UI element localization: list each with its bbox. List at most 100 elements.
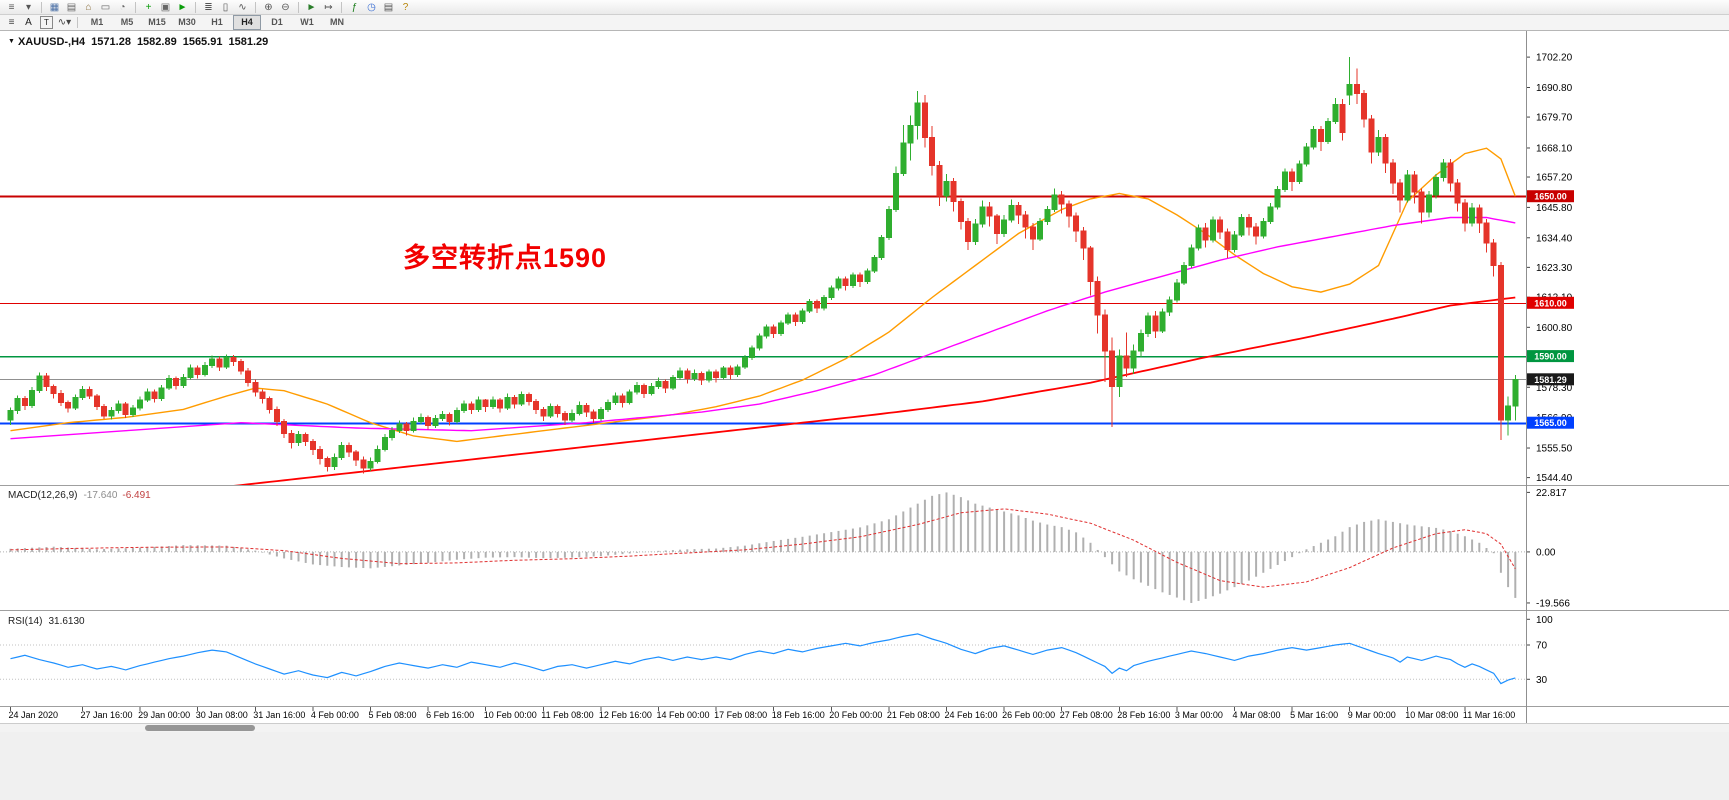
svg-text:1645.80: 1645.80 bbox=[1536, 203, 1573, 214]
toolbar-separator bbox=[195, 1, 196, 13]
time-axis-label: 27 Feb 08:00 bbox=[1059, 710, 1113, 720]
time-axis-label: 28 Feb 16:00 bbox=[1117, 710, 1171, 720]
market-watch-icon[interactable]: ▦ bbox=[49, 1, 60, 13]
charts-toolbar-icon[interactable]: ≡ bbox=[8, 17, 15, 28]
svg-text:1679.70: 1679.70 bbox=[1536, 113, 1573, 124]
time-axis-label: 26 Feb 00:00 bbox=[1002, 710, 1056, 720]
chart-shift-icon[interactable]: ↦ bbox=[324, 1, 333, 13]
rsi-panel[interactable] bbox=[0, 612, 1526, 706]
strategy-tester-icon[interactable]: ◔ bbox=[119, 1, 126, 13]
indicators-icon[interactable]: ƒ bbox=[351, 1, 358, 13]
ma-fast-orange bbox=[10, 147, 1516, 443]
high-value: 1582.89 bbox=[136, 36, 177, 48]
terminal-icon[interactable]: ▭ bbox=[100, 1, 111, 13]
rsi-label: RSI(14) 31.6130 bbox=[8, 616, 85, 627]
timeframe-d1[interactable]: D1 bbox=[271, 17, 283, 27]
time-axis-border bbox=[0, 706, 1729, 707]
svg-text:1544.40: 1544.40 bbox=[1536, 473, 1573, 484]
open-value: 1571.28 bbox=[91, 36, 131, 48]
horizontal-scrollbar[interactable] bbox=[0, 723, 1729, 732]
time-axis-label: 24 Jan 2020 bbox=[8, 710, 59, 720]
svg-text:1578.30: 1578.30 bbox=[1536, 383, 1573, 394]
auto-scroll-icon[interactable]: ► bbox=[306, 1, 317, 13]
svg-text:1668.10: 1668.10 bbox=[1536, 143, 1573, 154]
candlestick-chart-icon[interactable]: ▯ bbox=[222, 1, 229, 13]
macd-label: MACD(12,26,9) -17.640 -6.491 bbox=[8, 490, 151, 501]
new-order-icon[interactable]: + bbox=[145, 1, 152, 13]
svg-text:100: 100 bbox=[1536, 615, 1553, 626]
time-axis-label: 10 Feb 00:00 bbox=[483, 710, 537, 720]
periods-icon[interactable]: ◷ bbox=[367, 1, 376, 13]
main-chart-panel[interactable] bbox=[0, 31, 1526, 484]
templates-icon[interactable]: ▤ bbox=[383, 1, 394, 13]
autotrading-icon[interactable]: ► bbox=[177, 1, 188, 13]
panel-divider[interactable] bbox=[0, 485, 1729, 486]
charts-list-icon[interactable]: ≡ bbox=[8, 1, 15, 13]
timeframe-mn[interactable]: MN bbox=[330, 17, 344, 27]
line-chart-icon[interactable]: ∿ bbox=[238, 1, 247, 13]
metaeditor-icon[interactable]: ▣ bbox=[160, 1, 171, 13]
chevron-down-icon[interactable]: ▼ bbox=[8, 38, 15, 45]
svg-text:1650.00: 1650.00 bbox=[1534, 192, 1567, 202]
chart-profiles-icon[interactable]: ▾ bbox=[25, 1, 32, 13]
timeframe-m5[interactable]: M5 bbox=[120, 17, 134, 27]
data-window-icon[interactable]: ▤ bbox=[66, 1, 77, 13]
svg-text:1634.40: 1634.40 bbox=[1536, 233, 1573, 244]
panel-divider[interactable] bbox=[0, 610, 1729, 611]
time-axis-ticks bbox=[10, 707, 1466, 711]
timeframe-h4[interactable]: H4 bbox=[233, 15, 261, 30]
time-axis-label: 5 Mar 16:00 bbox=[1290, 710, 1339, 720]
time-axis-label: 30 Jan 08:00 bbox=[195, 710, 248, 720]
svg-text:1590.00: 1590.00 bbox=[1534, 352, 1567, 362]
toolbar-separator bbox=[341, 1, 342, 13]
timeframe-w1[interactable]: W1 bbox=[300, 17, 314, 27]
toolbar-separator bbox=[298, 1, 299, 13]
time-axis-label: 3 Mar 00:00 bbox=[1174, 710, 1223, 720]
svg-text:0.00: 0.00 bbox=[1536, 547, 1556, 558]
svg-text:1555.50: 1555.50 bbox=[1536, 444, 1573, 455]
timeframe-m15[interactable]: M15 bbox=[148, 17, 166, 27]
time-axis-label: 4 Feb 00:00 bbox=[310, 710, 359, 720]
timeframe-m1[interactable]: M1 bbox=[90, 17, 104, 27]
time-axis-label: 9 Mar 00:00 bbox=[1347, 710, 1396, 720]
timeframe-h1[interactable]: H1 bbox=[211, 17, 223, 27]
time-axis-label: 10 Mar 08:00 bbox=[1405, 710, 1459, 720]
timeframe-m30[interactable]: M30 bbox=[178, 17, 196, 27]
rsi-indicator: 100 70 30 bbox=[0, 615, 1553, 686]
ma-slow-red bbox=[224, 296, 1516, 486]
svg-text:30: 30 bbox=[1536, 675, 1548, 686]
chart-annotation-text[interactable]: 多空转折点1590 bbox=[403, 243, 608, 273]
close-value: 1581.29 bbox=[228, 36, 269, 48]
help-icon[interactable]: ? bbox=[402, 1, 409, 13]
price-flags: 1650.00 1610.00 1590.00 1565.00 1581.29 bbox=[1527, 190, 1574, 429]
time-axis-label: 27 Jan 16:00 bbox=[80, 710, 133, 720]
zoom-out-icon[interactable]: ⊖ bbox=[281, 1, 290, 13]
navigator-icon[interactable]: ⌂ bbox=[85, 1, 92, 13]
text-tool-icon[interactable]: A bbox=[25, 17, 32, 28]
zoom-in-icon[interactable]: ⊕ bbox=[264, 1, 273, 13]
svg-text:1657.20: 1657.20 bbox=[1536, 173, 1573, 184]
bar-chart-icon[interactable]: ≣ bbox=[204, 1, 213, 13]
price-axis[interactable] bbox=[1526, 31, 1729, 706]
ma-lines bbox=[10, 147, 1516, 486]
svg-text:1581.29: 1581.29 bbox=[1534, 375, 1567, 385]
time-axis-label: 24 Feb 16:00 bbox=[944, 710, 998, 720]
chart-title: ▼ XAUUSD-,H4 1571.28 1582.89 1565.91 1581.29 bbox=[8, 36, 268, 48]
time-axis-label: 31 Jan 16:00 bbox=[253, 710, 306, 720]
time-axis[interactable]: 24 Jan 2020 27 Jan 16:00 29 Jan 00:00 30 Ja… bbox=[0, 707, 1729, 723]
time-axis-label: 20 Feb 00:00 bbox=[829, 710, 883, 720]
time-axis-label: 11 Feb 08:00 bbox=[541, 710, 594, 720]
scrollbar-handle[interactable] bbox=[145, 725, 255, 731]
standard-toolbar: ≡ ▾ ▦ ▤ ⌂ ▭ ◔ + ▣ ► ≣ ▯ ∿ ⊕ ⊖ ► ↦ ƒ ◷ ▤? bbox=[0, 0, 1729, 15]
low-value: 1565.91 bbox=[182, 36, 223, 48]
svg-text:1690.80: 1690.80 bbox=[1536, 83, 1573, 94]
timeframes-toolbar: ≡ A T ∿▾ M1 M5 M15 M30 H1 H4 D1 W1 MN bbox=[0, 15, 1729, 31]
candles bbox=[7, 57, 1519, 474]
label-tool-icon[interactable]: T bbox=[40, 16, 53, 29]
shapes-tool-icon[interactable]: ∿▾ bbox=[57, 17, 72, 28]
time-axis-label: 18 Feb 16:00 bbox=[771, 710, 825, 720]
time-axis-label: 4 Mar 08:00 bbox=[1232, 710, 1281, 720]
macd-panel[interactable] bbox=[0, 486, 1526, 610]
